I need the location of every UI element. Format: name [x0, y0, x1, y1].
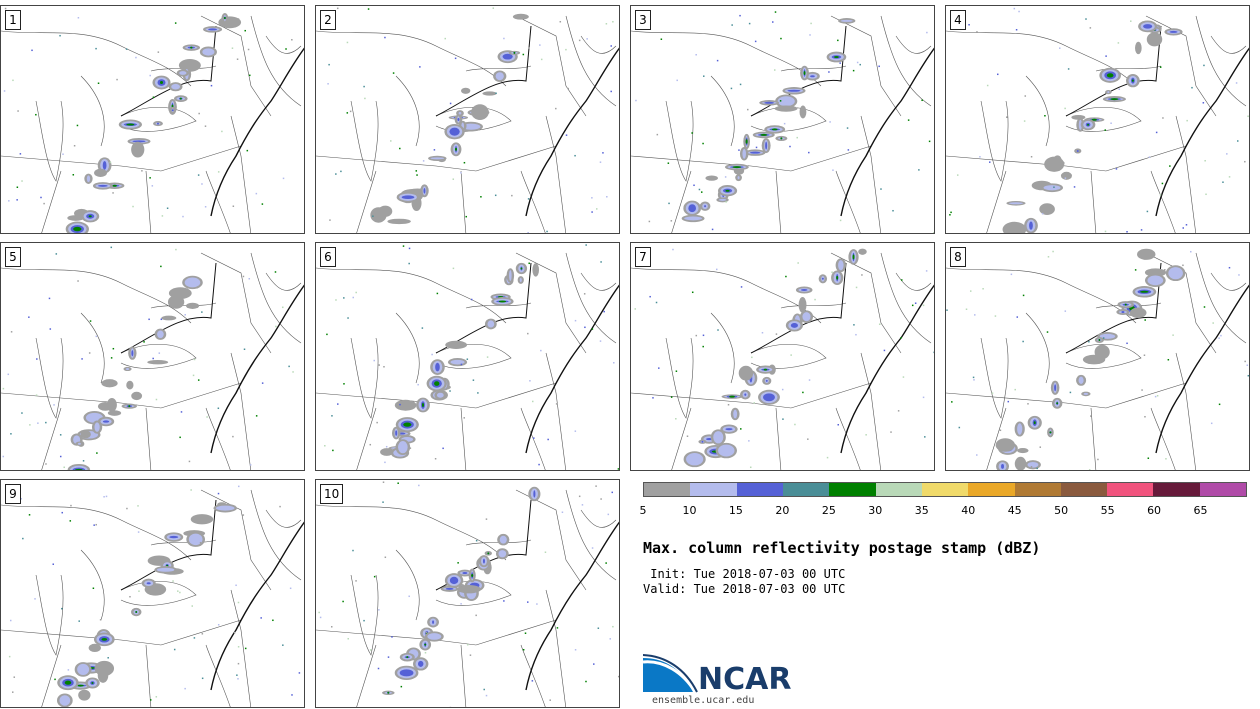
map-basemap — [1, 7, 304, 233]
map-panel-8: 8 — [945, 242, 1250, 471]
member-label: 7 — [635, 247, 651, 267]
colorbar-tick-label: 10 — [682, 504, 697, 517]
map-panel-9: 9 — [0, 479, 305, 708]
map-basemap — [1, 485, 304, 707]
colorbar-tick-label: 50 — [1054, 504, 1069, 517]
colorbar-tick-label: 45 — [1007, 504, 1022, 517]
map-basemap — [316, 481, 619, 707]
figure-title: Max. column reflectivity postage stamp (… — [643, 539, 1041, 557]
ncar-logo-icon — [643, 654, 698, 693]
valid-time: Valid: Tue 2018-07-03 00 UTC — [643, 582, 846, 596]
colorbar-segment — [875, 483, 922, 496]
site-url: ensemble.ucar.edu — [652, 695, 755, 706]
colorbar-segment — [736, 483, 783, 496]
map-basemap — [1, 246, 304, 470]
map-basemap — [631, 11, 934, 233]
member-label: 4 — [950, 10, 966, 30]
colorbar-tick-label: 30 — [868, 504, 883, 517]
member-label: 2 — [320, 10, 336, 30]
member-label: 1 — [5, 10, 21, 30]
map-panel-7: 7 — [630, 242, 935, 471]
colorbar-tick-label: 20 — [775, 504, 790, 517]
colorbar-tick-label: 15 — [728, 504, 743, 517]
map-basemap — [946, 7, 1249, 233]
member-label: 5 — [5, 247, 21, 267]
map-panel-6: 6 — [315, 242, 620, 471]
member-label: 3 — [635, 10, 651, 30]
member-label: 9 — [5, 484, 21, 504]
reflectivity-colorbar — [643, 482, 1247, 497]
map-panel-3: 3 — [630, 5, 935, 234]
colorbar-tick-label: 60 — [1147, 504, 1162, 517]
colorbar-segment — [644, 483, 691, 496]
map-basemap — [631, 248, 934, 470]
colorbar-segment — [1060, 483, 1108, 496]
map-basemap — [316, 244, 619, 470]
colorbar-segment — [1153, 483, 1200, 496]
colorbar-segment — [690, 483, 737, 496]
map-panel-2: 2 — [315, 5, 620, 234]
member-label: 8 — [950, 247, 966, 267]
colorbar-tick-label: 65 — [1193, 504, 1208, 517]
colorbar-segment — [1107, 483, 1154, 496]
ncar-logo-text: NCAR — [698, 662, 792, 697]
map-panel-5: 5 — [0, 242, 305, 471]
colorbar-tick-label: 55 — [1100, 504, 1115, 517]
colorbar-segment — [1014, 483, 1061, 496]
member-label: 10 — [320, 484, 344, 504]
map-panel-1: 1 — [0, 5, 305, 234]
colorbar-tick-label: 35 — [914, 504, 929, 517]
colorbar-tick-label: 40 — [961, 504, 976, 517]
init-time: Init: Tue 2018-07-03 00 UTC — [643, 567, 846, 581]
colorbar-segment — [921, 483, 969, 496]
colorbar-segment — [1199, 483, 1247, 496]
colorbar-segment — [829, 483, 876, 496]
map-panel-4: 4 — [945, 5, 1250, 234]
member-label: 6 — [320, 247, 336, 267]
colorbar-segment — [782, 483, 830, 496]
colorbar-segment — [968, 483, 1015, 496]
map-panel-10: 10 — [315, 479, 620, 708]
colorbar-tick-label: 25 — [821, 504, 836, 517]
map-basemap — [946, 248, 1249, 470]
map-basemap — [316, 7, 619, 233]
time-info: Init: Tue 2018-07-03 00 UTC Valid: Tue 20… — [643, 567, 845, 597]
colorbar-tick-label: 5 — [639, 504, 647, 517]
